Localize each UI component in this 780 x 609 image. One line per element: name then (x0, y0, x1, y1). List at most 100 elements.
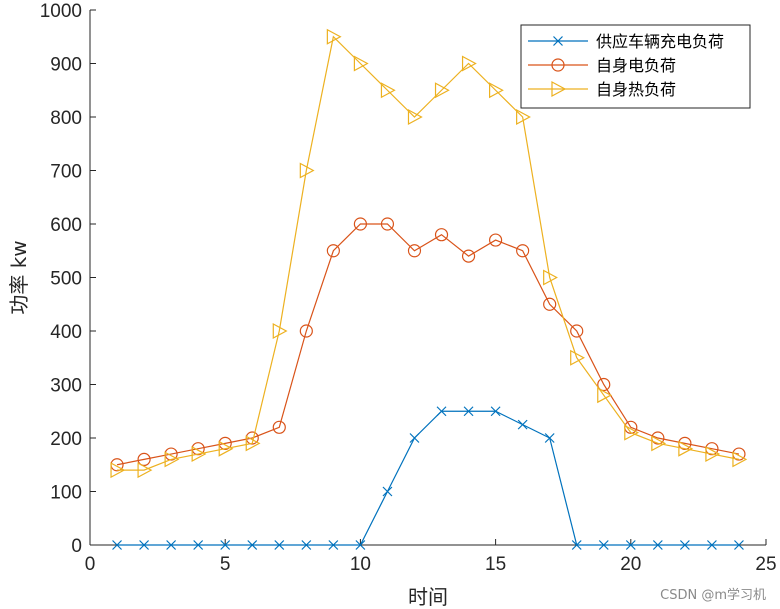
legend-marker (551, 80, 567, 98)
data-point (570, 324, 584, 338)
data-point (625, 540, 636, 550)
series-1 (112, 406, 744, 550)
x-tick-label: 15 (485, 554, 506, 575)
data-point (489, 82, 504, 99)
y-tick-label: 700 (50, 162, 82, 183)
data-point (382, 486, 393, 497)
legend-label: 供应车辆充电负荷 (596, 32, 724, 51)
data-point (651, 435, 667, 452)
legend-marker (551, 58, 565, 72)
data-point (164, 451, 180, 468)
legend-item: 自身电负荷 (528, 56, 676, 75)
data-point (326, 244, 340, 258)
data-point (598, 540, 609, 550)
data-point (112, 540, 122, 550)
y-tick-label: 900 (50, 55, 82, 76)
y-tick-label: 1000 (40, 1, 82, 22)
data-point (678, 440, 694, 457)
data-point (706, 540, 717, 550)
data-point (353, 55, 369, 72)
series-line (117, 410, 739, 546)
y-tick-label: 500 (50, 269, 82, 290)
series-group (110, 28, 748, 550)
data-point (624, 424, 640, 441)
data-point (434, 228, 449, 242)
data-point (597, 387, 613, 404)
legend-label: 自身电负荷 (596, 56, 676, 75)
data-point (166, 540, 177, 550)
y-tick-label: 600 (50, 215, 82, 236)
axes: 0 5 10 15 20 25 0 100 200 300 400 500 600 700 800 900 10… (7, 1, 777, 609)
data-point (380, 82, 396, 99)
y-axis-label: 功率 kw (7, 240, 31, 314)
series-2 (110, 217, 746, 472)
x-axis-label: 时间 (408, 585, 448, 609)
data-point (137, 452, 151, 466)
legend-marker (553, 36, 563, 46)
data-point (191, 446, 207, 463)
data-point (137, 462, 153, 479)
x-tick-label: 0 (85, 554, 96, 575)
x-tick-label: 10 (350, 554, 371, 575)
data-point (517, 419, 528, 430)
y-tick-label: 300 (50, 376, 82, 397)
data-point (516, 108, 531, 126)
x-tick-label: 25 (755, 554, 776, 575)
data-point (245, 435, 261, 452)
watermark: CSDN @m学习机 (660, 588, 766, 603)
data-point (543, 297, 557, 311)
data-point (301, 540, 312, 550)
data-point (274, 540, 285, 550)
data-point (652, 540, 663, 550)
y-tick-label: 200 (50, 429, 82, 450)
data-point (272, 322, 288, 340)
data-point (732, 451, 748, 468)
data-point (407, 244, 422, 258)
data-point (597, 377, 611, 392)
data-point (571, 540, 582, 550)
data-point (543, 269, 558, 286)
data-point (407, 108, 423, 126)
legend-box (520, 24, 751, 109)
data-point (110, 462, 126, 479)
y-tick-label: 800 (50, 108, 82, 129)
data-point (326, 28, 342, 45)
data-point (139, 540, 150, 550)
data-point (220, 540, 231, 550)
data-point (570, 349, 585, 366)
data-point (461, 55, 477, 72)
legend-label: 自身热负荷 (596, 80, 676, 99)
data-point (516, 244, 530, 258)
x-tick-label: 5 (220, 554, 231, 575)
y-tick-label: 100 (50, 483, 82, 504)
y-tick-label: 400 (50, 322, 82, 343)
data-point (299, 162, 315, 179)
legend-item: 自身热负荷 (528, 80, 676, 99)
data-point (247, 540, 258, 550)
data-point (299, 324, 313, 338)
data-point (436, 406, 447, 417)
data-point (434, 82, 450, 99)
data-point (355, 540, 366, 550)
series-line (116, 223, 740, 466)
data-point (544, 433, 555, 443)
data-point (734, 540, 744, 550)
data-point (353, 217, 367, 231)
x-tick-label: 20 (620, 554, 641, 575)
data-point (461, 249, 476, 263)
data-point (490, 406, 501, 417)
data-point (272, 420, 286, 434)
data-point (328, 540, 339, 550)
data-point (705, 446, 721, 463)
data-point (193, 540, 204, 550)
data-point (218, 440, 234, 457)
data-point (380, 217, 395, 231)
data-point (679, 540, 690, 550)
data-point (489, 233, 503, 247)
y-tick-label: 0 (71, 536, 82, 557)
legend-item: 供应车辆充电负荷 (528, 32, 724, 51)
data-point (463, 406, 474, 417)
data-point (409, 433, 420, 443)
